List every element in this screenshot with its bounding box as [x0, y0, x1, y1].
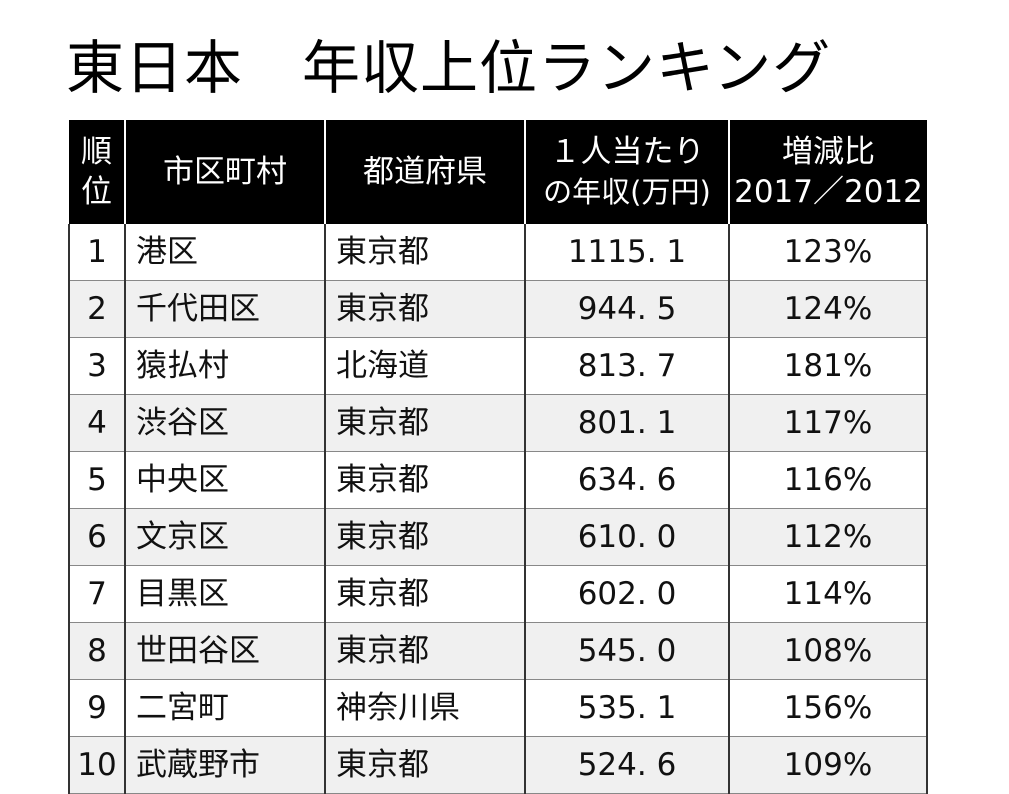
prefecture-cell: 東京都	[324, 508, 525, 566]
rank-cell: 10	[68, 736, 125, 794]
table-row: 6 文京区 東京都 610. 0 112%	[68, 508, 928, 566]
header-income-line-2: の年収(万円)	[543, 175, 711, 209]
header-rank-line-1: 順	[81, 134, 112, 170]
ratio-cell: 116%	[728, 451, 928, 509]
prefecture-cell: 東京都	[324, 280, 525, 338]
table-row: 3 猿払村 北海道 813. 7 181%	[68, 337, 928, 395]
rank-cell: 4	[68, 394, 125, 452]
city-cell: 武蔵野市	[124, 736, 325, 794]
prefecture-cell: 神奈川県	[324, 679, 525, 737]
prefecture-cell: 北海道	[324, 337, 525, 395]
income-cell: 610. 0	[524, 508, 729, 566]
table-row: 9 二宮町 神奈川県 535. 1 156%	[68, 679, 928, 737]
header-rank-line-2: 位	[81, 174, 112, 210]
rank-cell: 6	[68, 508, 125, 566]
header-rank: 順 位	[69, 120, 125, 224]
table-row: 4 渋谷区 東京都 801. 1 117%	[68, 394, 928, 452]
header-prefecture: 都道府県	[324, 120, 525, 224]
rank-cell: 3	[68, 337, 125, 395]
income-ranking-table: 順 位 市区町村 都道府県 １人当たり の年収(万円) 増減比 2017／201…	[68, 120, 928, 794]
table-row: 5 中央区 東京都 634. 6 116%	[68, 451, 928, 509]
ratio-cell: 124%	[728, 280, 928, 338]
header-income-line-1: １人当たり	[549, 134, 705, 170]
page-title: 東日本 年収上位ランキング	[66, 34, 832, 102]
ratio-cell: 123%	[728, 224, 928, 281]
city-cell: 目黒区	[124, 565, 325, 623]
table-row: 10 武蔵野市 東京都 524. 6 109%	[68, 736, 928, 794]
header-ratio-line-1: 増減比	[782, 134, 875, 170]
header-ratio: 増減比 2017／2012	[728, 120, 927, 224]
ratio-cell: 109%	[728, 736, 928, 794]
city-cell: 中央区	[124, 451, 325, 509]
ratio-cell: 156%	[728, 679, 928, 737]
header-ratio-line-2: 2017／2012	[734, 174, 923, 210]
city-cell: 世田谷区	[124, 622, 325, 680]
table-header-row: 順 位 市区町村 都道府県 １人当たり の年収(万円) 増減比 2017／201…	[69, 120, 927, 224]
prefecture-cell: 東京都	[324, 224, 525, 281]
city-cell: 文京区	[124, 508, 325, 566]
ratio-cell: 112%	[728, 508, 928, 566]
table-row: 2 千代田区 東京都 944. 5 124%	[68, 280, 928, 338]
income-cell: 813. 7	[524, 337, 729, 395]
prefecture-cell: 東京都	[324, 394, 525, 452]
city-cell: 港区	[124, 224, 325, 281]
table-row: 1 港区 東京都 1115. 1 123%	[68, 224, 928, 281]
prefecture-cell: 東京都	[324, 451, 525, 509]
ratio-cell: 114%	[728, 565, 928, 623]
table-row: 8 世田谷区 東京都 545. 0 108%	[68, 622, 928, 680]
header-city: 市区町村	[124, 120, 325, 224]
table-row: 7 目黒区 東京都 602. 0 114%	[68, 565, 928, 623]
prefecture-cell: 東京都	[324, 736, 525, 794]
income-cell: 545. 0	[524, 622, 729, 680]
city-cell: 猿払村	[124, 337, 325, 395]
income-cell: 602. 0	[524, 565, 729, 623]
city-cell: 渋谷区	[124, 394, 325, 452]
income-cell: 535. 1	[524, 679, 729, 737]
rank-cell: 8	[68, 622, 125, 680]
income-cell: 524. 6	[524, 736, 729, 794]
rank-cell: 2	[68, 280, 125, 338]
ratio-cell: 117%	[728, 394, 928, 452]
city-cell: 二宮町	[124, 679, 325, 737]
prefecture-cell: 東京都	[324, 622, 525, 680]
income-cell: 1115. 1	[524, 224, 729, 281]
ratio-cell: 181%	[728, 337, 928, 395]
city-cell: 千代田区	[124, 280, 325, 338]
income-cell: 634. 6	[524, 451, 729, 509]
ratio-cell: 108%	[728, 622, 928, 680]
income-cell: 944. 5	[524, 280, 729, 338]
rank-cell: 9	[68, 679, 125, 737]
rank-cell: 1	[68, 224, 125, 281]
header-income: １人当たり の年収(万円)	[524, 120, 729, 224]
rank-cell: 7	[68, 565, 125, 623]
rank-cell: 5	[68, 451, 125, 509]
income-cell: 801. 1	[524, 394, 729, 452]
prefecture-cell: 東京都	[324, 565, 525, 623]
